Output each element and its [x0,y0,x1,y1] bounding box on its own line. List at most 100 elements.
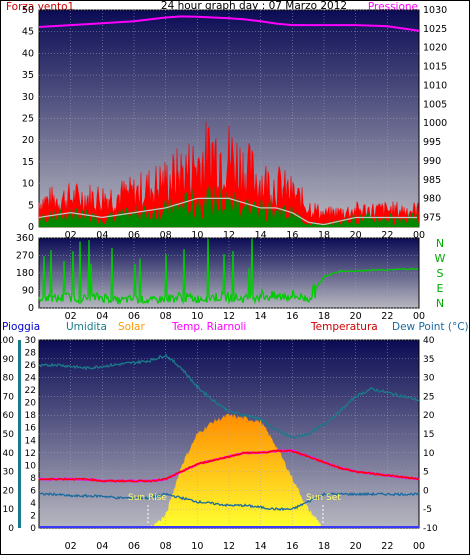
rain-tick-label: 50 [3,430,15,440]
temp-tick-label: 0 [423,486,429,496]
y-tick-label: 0 [28,222,34,233]
solar-tick-label: 8 [30,474,36,484]
temp-label: Temperatura [310,321,378,333]
compass-label: E [437,282,444,295]
solar-tick-label: 12 [25,449,36,459]
pressure-tick-label: 1010 [423,80,447,91]
pressure-tick-label: 1015 [423,62,447,73]
rain-tick-label: 90 [3,355,15,365]
wind-direction-series [38,238,419,306]
x-tick-label: 12 [223,311,235,322]
solar-tick-label: 20 [25,399,37,409]
y-tick-label: 20 [22,135,34,146]
rain-tick-label: 100 [0,336,14,346]
dew-point-series [38,491,420,512]
pressure-tick-label: 980 [423,194,441,205]
x-tick-label: 22 [381,311,393,322]
x-tick-label: 12 [223,230,235,241]
direction-tick-label: 360 [16,233,34,244]
rain-tick-label: 30 [3,468,15,478]
solar-tick-label: 14 [25,436,37,446]
rain-tick-label: 40 [3,449,15,459]
solar-tick-label: 24 [25,374,37,384]
x-tick-label: 12 [223,541,235,552]
pressure-series [38,15,420,32]
y-tick-label: 35 [22,70,34,81]
rain-tick-label: 10 [3,505,15,515]
x-tick-label: 00 [413,230,425,241]
temp-tick-label: -5 [423,505,432,515]
x-tick-label: 00 [413,311,425,322]
solar-tick-label: 0 [30,524,36,534]
pressure-tick-label: 1025 [423,24,447,35]
x-tick-label: 04 [96,541,108,552]
pressure-tick-label: 1020 [423,43,447,54]
temp-tick-label: 35 [423,355,434,365]
rain-tick-label: 0 [8,524,14,534]
x-tick-label: 10 [191,311,203,322]
solar-tick-label: 28 [25,349,37,359]
y-tick-label: 45 [22,27,34,38]
temp-tick-label: -10 [423,524,438,534]
x-tick-label: 06 [128,230,140,241]
compass-label: W [435,252,446,265]
x-tick-label: 22 [381,230,393,241]
pressure-tick-label: 1030 [423,5,447,16]
pressure-tick-label: 985 [423,175,441,186]
x-tick-label: 04 [96,230,108,241]
x-tick-label: 02 [65,311,77,322]
compass-label: N [436,297,444,310]
direction-tick-label: 90 [22,286,34,297]
solar-tick-label: 6 [30,486,36,496]
y-tick-label: 50 [22,5,34,16]
rain-tick-label: 80 [3,374,15,384]
pressure-tick-label: 975 [423,213,441,224]
rain-tick-label: 70 [3,392,15,402]
direction-tick-label: 270 [16,251,34,262]
solar-label: Solar [118,321,145,333]
x-tick-label: 10 [191,230,203,241]
sunrise-label: Sun Rise [128,493,167,503]
temp-tick-label: 30 [423,374,435,384]
compass-label: S [437,267,444,280]
x-tick-label: 08 [160,541,172,552]
humidity-series [38,353,420,439]
x-tick-label: 16 [286,230,298,241]
y-tick-label: 30 [22,92,34,103]
dew-label: Dew Point (°C) [392,321,469,333]
x-tick-label: 20 [350,230,362,241]
x-tick-label: 00 [413,541,425,552]
rain-axis-bar [18,340,21,528]
x-tick-label: 14 [255,311,267,322]
wind-mean-line [38,197,417,226]
solar-tick-label: 2 [30,511,36,521]
chart-title: 24 hour graph day : 07 Marzo 2012 [161,0,347,12]
y-tick-label: 15 [22,157,34,168]
weather-panel: 1009080706050403020100 30282624222018161… [0,336,438,552]
direction-tick-label: 180 [16,268,34,279]
wind-gust-series [38,121,420,228]
temp-tick-label: 5 [423,468,429,478]
temp-tick-label: 40 [423,336,435,346]
x-tick-label: 04 [96,311,108,322]
x-tick-label: 18 [318,541,330,552]
x-tick-label: 08 [160,230,172,241]
solar-tick-label: 22 [25,386,36,396]
y-tick-label: 10 [22,179,34,190]
x-tick-label: 02 [65,230,77,241]
rain-tick-label: 20 [3,486,15,496]
humidity-label: Umidita [66,321,107,333]
rain-label: Pioggia [2,321,40,333]
solar-tick-label: 18 [25,411,37,421]
pressure-tick-label: 990 [423,156,441,167]
sunset-label: Sun Set [306,493,341,503]
x-tick-label: 08 [160,311,172,322]
temp-tick-label: 10 [423,449,435,459]
y-tick-label: 40 [22,48,34,59]
x-tick-label: 06 [128,541,140,552]
pressure-tick-label: 1000 [423,118,447,129]
pressure-tick-label: 1005 [423,99,447,110]
